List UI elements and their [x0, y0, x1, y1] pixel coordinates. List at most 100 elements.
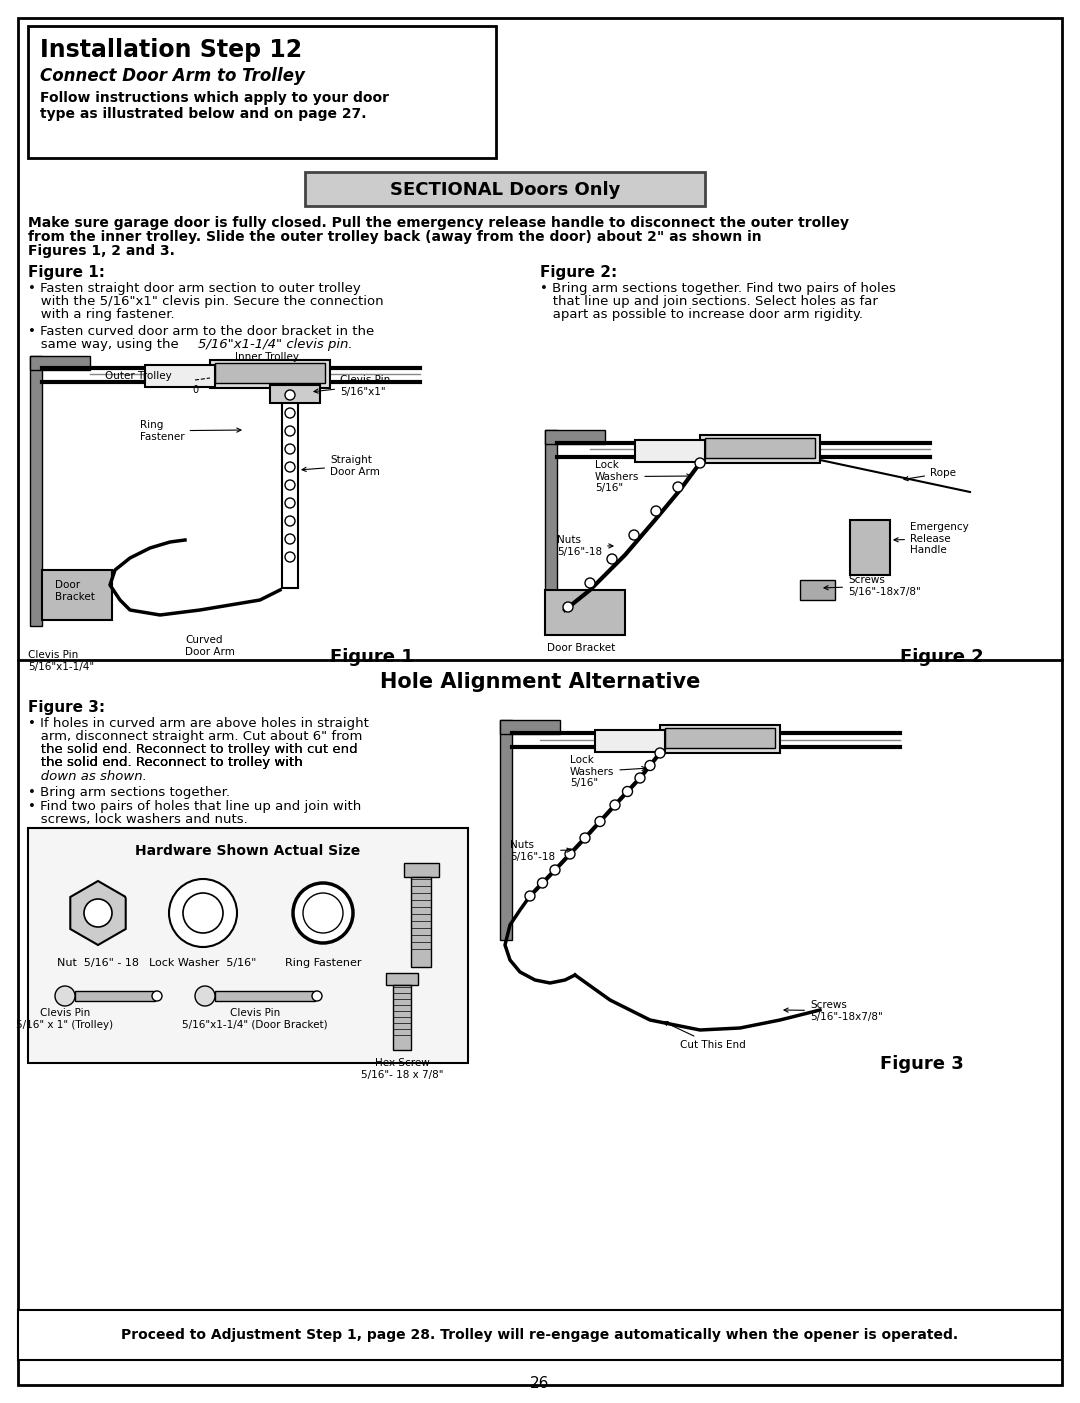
Bar — [705, 438, 815, 457]
Text: Straight
Door Arm: Straight Door Arm — [302, 455, 380, 477]
Text: Figure 1: Figure 1 — [330, 648, 414, 666]
Circle shape — [168, 880, 237, 947]
Circle shape — [635, 773, 645, 783]
Text: SECTIONAL Doors Only: SECTIONAL Doors Only — [390, 181, 620, 199]
Text: Emergency
Release
Handle: Emergency Release Handle — [894, 522, 969, 556]
Bar — [545, 429, 605, 443]
Text: Nuts
5/16"-18: Nuts 5/16"-18 — [510, 840, 571, 861]
Text: arm, disconnect straight arm. Cut about 6" from: arm, disconnect straight arm. Cut about … — [28, 730, 363, 744]
Circle shape — [285, 535, 295, 544]
Text: Curved
Door Arm: Curved Door Arm — [185, 636, 234, 657]
Text: the solid end. Reconnect to trolley with cut end: the solid end. Reconnect to trolley with… — [28, 744, 357, 756]
Circle shape — [183, 892, 222, 933]
Bar — [282, 389, 298, 588]
Text: Proceed to Adjustment Step 1, page 28. Trolley will re-engage automatically when: Proceed to Adjustment Step 1, page 28. T… — [121, 1329, 959, 1343]
Bar — [145, 365, 215, 387]
Text: Figure 2: Figure 2 — [900, 648, 984, 666]
Text: down as shown.: down as shown. — [28, 770, 147, 783]
Bar — [30, 356, 90, 370]
Text: Lock
Washers
5/16": Lock Washers 5/16" — [570, 755, 646, 788]
Polygon shape — [70, 881, 125, 946]
Text: Hex Screw
5/16"- 18 x 7/8": Hex Screw 5/16"- 18 x 7/8" — [361, 1058, 443, 1079]
Text: • Fasten curved door arm to the door bracket in the: • Fasten curved door arm to the door bra… — [28, 325, 375, 338]
Text: Figure 3:: Figure 3: — [28, 700, 105, 716]
Text: Lock
Washers
5/16": Lock Washers 5/16" — [595, 460, 691, 494]
Bar — [386, 974, 418, 985]
Text: Outer Trolley: Outer Trolley — [105, 370, 172, 382]
Bar — [270, 384, 320, 403]
Text: Nuts
5/16"-18: Nuts 5/16"-18 — [557, 535, 613, 557]
Text: Hole Alignment Alternative: Hole Alignment Alternative — [380, 672, 700, 692]
Bar — [215, 991, 315, 1000]
Text: Figure 3: Figure 3 — [880, 1055, 963, 1073]
Text: Installation Step 12: Installation Step 12 — [40, 38, 302, 62]
Circle shape — [312, 991, 322, 1000]
Text: with the 5/16"x1" clevis pin. Secure the connection: with the 5/16"x1" clevis pin. Secure the… — [28, 295, 383, 309]
Text: • Bring arm sections together. Find two pairs of holes: • Bring arm sections together. Find two … — [540, 282, 896, 295]
Text: the solid end. Reconnect to trolley with: the solid end. Reconnect to trolley with — [28, 756, 307, 769]
Text: 0: 0 — [192, 384, 198, 396]
Circle shape — [525, 891, 535, 901]
Text: Door Bracket: Door Bracket — [546, 643, 616, 652]
Circle shape — [285, 427, 295, 436]
Bar — [30, 356, 42, 626]
Circle shape — [622, 787, 633, 797]
Bar — [545, 429, 557, 630]
Text: 26: 26 — [530, 1376, 550, 1390]
Text: Screws
5/16"-18x7/8": Screws 5/16"-18x7/8" — [824, 575, 921, 596]
Text: Door
Bracket: Door Bracket — [55, 579, 95, 602]
Circle shape — [152, 991, 162, 1000]
Circle shape — [654, 748, 665, 758]
Text: Clevis Pin
5/16"x1-1/4" (Door Bracket): Clevis Pin 5/16"x1-1/4" (Door Bracket) — [183, 1007, 328, 1030]
Circle shape — [55, 986, 75, 1006]
Bar — [635, 441, 705, 462]
Text: • If holes in curved arm are above holes in straight: • If holes in curved arm are above holes… — [28, 717, 369, 730]
Circle shape — [651, 506, 661, 516]
Bar — [75, 991, 156, 1000]
Circle shape — [285, 408, 295, 418]
Circle shape — [285, 462, 295, 471]
Circle shape — [538, 878, 548, 888]
Text: Clevis Pin
5/16"x1-1/4": Clevis Pin 5/16"x1-1/4" — [28, 650, 94, 672]
Bar — [500, 720, 512, 940]
Circle shape — [285, 551, 295, 563]
Bar — [700, 435, 820, 463]
Bar — [595, 730, 665, 752]
Text: Ring Fastener: Ring Fastener — [285, 958, 361, 968]
Text: with a ring fastener.: with a ring fastener. — [28, 309, 175, 321]
Text: the solid end. Reconnect to trolley with: the solid end. Reconnect to trolley with — [28, 756, 307, 769]
Text: Clevis Pin
5/16"x1": Clevis Pin 5/16"x1" — [314, 375, 390, 397]
Bar — [305, 173, 705, 206]
Text: the solid end. Reconnect to trolley with: the solid end. Reconnect to trolley with — [28, 756, 307, 769]
Bar — [28, 828, 468, 1063]
Circle shape — [595, 817, 605, 826]
Text: the solid end. Reconnect to trolley with cut end: the solid end. Reconnect to trolley with… — [28, 744, 357, 756]
Bar — [665, 728, 775, 748]
Circle shape — [285, 443, 295, 455]
Text: • Bring arm sections together.: • Bring arm sections together. — [28, 786, 230, 798]
Bar — [42, 570, 112, 620]
Text: Cut This End: Cut This End — [663, 1021, 746, 1049]
Bar — [500, 720, 561, 734]
Text: Clevis Pin
5/16" x 1" (Trolley): Clevis Pin 5/16" x 1" (Trolley) — [16, 1007, 113, 1030]
Circle shape — [585, 578, 595, 588]
Text: Nut  5/16" - 18: Nut 5/16" - 18 — [57, 958, 139, 968]
Text: that line up and join sections. Select holes as far: that line up and join sections. Select h… — [540, 295, 878, 309]
Text: Hardware Shown Actual Size: Hardware Shown Actual Size — [135, 845, 361, 859]
Text: Lock Washer  5/16": Lock Washer 5/16" — [149, 958, 257, 968]
Circle shape — [607, 554, 617, 564]
Text: 5/16"x1-1/4" clevis pin.: 5/16"x1-1/4" clevis pin. — [198, 338, 353, 351]
Circle shape — [285, 480, 295, 490]
Text: Figures 1, 2 and 3.: Figures 1, 2 and 3. — [28, 244, 175, 258]
Circle shape — [285, 498, 295, 508]
Text: Rope: Rope — [904, 469, 956, 481]
Bar — [215, 363, 325, 383]
Text: Figure 1:: Figure 1: — [28, 265, 105, 281]
Text: same way, using the: same way, using the — [28, 338, 183, 351]
Circle shape — [696, 457, 705, 469]
Text: Follow instructions which apply to your door
type as illustrated below and on pa: Follow instructions which apply to your … — [40, 91, 389, 121]
Circle shape — [303, 892, 343, 933]
Text: Screws
5/16"-18x7/8": Screws 5/16"-18x7/8" — [784, 1000, 882, 1021]
Circle shape — [629, 530, 639, 540]
Text: Make sure garage door is fully closed. Pull the emergency release handle to disc: Make sure garage door is fully closed. P… — [28, 216, 849, 230]
